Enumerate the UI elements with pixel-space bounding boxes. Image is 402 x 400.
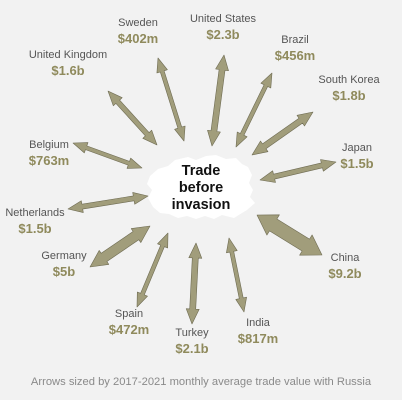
country-value: $1.6b [51,63,85,78]
country-value: $402m [117,31,159,46]
caption: Arrows sized by 2017-2021 monthly averag… [30,376,372,388]
country-name: Spain [114,308,144,320]
center-title: Trade before invasion [161,163,241,214]
country-label-south-korea: South Korea $1.8b [314,73,384,103]
country-label-united-kingdom: United Kingdom $1.6b [20,48,116,78]
trade-arrow-turkey [185,242,203,325]
country-name: Brazil [281,34,309,46]
trade-arrow-india [226,237,247,313]
country-name: Netherlands [5,207,65,219]
country-value: $5b [52,264,76,279]
trade-arrow-sweden [156,57,186,142]
country-value: $2.1b [175,341,209,356]
trade-arrow-spain [136,232,169,308]
country-label-brazil: Brazil $456m [268,33,322,63]
russia-map-shape [147,155,255,219]
country-label-belgium: Belgium $763m [22,138,76,168]
country-name: Sweden [118,17,158,29]
country-value: $1.5b [340,156,374,171]
trade-arrow-china [256,214,323,256]
country-label-india: India $817m [232,316,284,346]
trade-arrow-united-states [207,54,229,147]
trade-arrow-united-kingdom [107,90,158,146]
trade-arrow-brazil [235,72,273,148]
country-label-turkey: Turkey $2.1b [167,326,217,356]
country-label-china: China $9.2b [320,251,370,281]
country-name: Belgium [29,139,69,151]
country-name: South Korea [318,74,380,86]
country-value: $2.3b [206,27,240,42]
center-title-line: invasion [171,197,231,213]
country-name: Germany [41,250,87,262]
country-name: India [246,317,270,329]
center-title-line: before [178,180,224,196]
country-value: $9.2b [328,266,362,281]
trade-arrow-south-korea [251,111,314,156]
country-label-japan: Japan $1.5b [332,141,382,171]
country-name: Japan [342,142,372,154]
country-value: $1.5b [18,221,52,236]
country-name: China [330,252,360,264]
country-name: Turkey [175,327,209,339]
center-title-line: Trade [181,163,221,179]
country-value: $817m [237,331,279,346]
country-label-united-states: United States $2.3b [180,12,266,42]
trade-arrow-belgium [72,142,143,169]
country-value: $472m [108,322,150,337]
trade-arrow-germany [89,225,151,268]
country-name: United Kingdom [28,49,108,61]
country-label-spain: Spain $472m [104,307,154,337]
trade-arrow-netherlands [67,192,149,213]
country-label-germany: Germany $5b [38,249,90,279]
trade-arrow-japan [259,159,337,183]
country-name: United States [189,13,257,25]
country-label-netherlands: Netherlands $1.5b [2,206,68,236]
country-value: $1.8b [332,88,366,103]
country-label-sweden: Sweden $402m [110,16,166,46]
country-value: $456m [274,48,316,63]
country-value: $763m [28,153,70,168]
